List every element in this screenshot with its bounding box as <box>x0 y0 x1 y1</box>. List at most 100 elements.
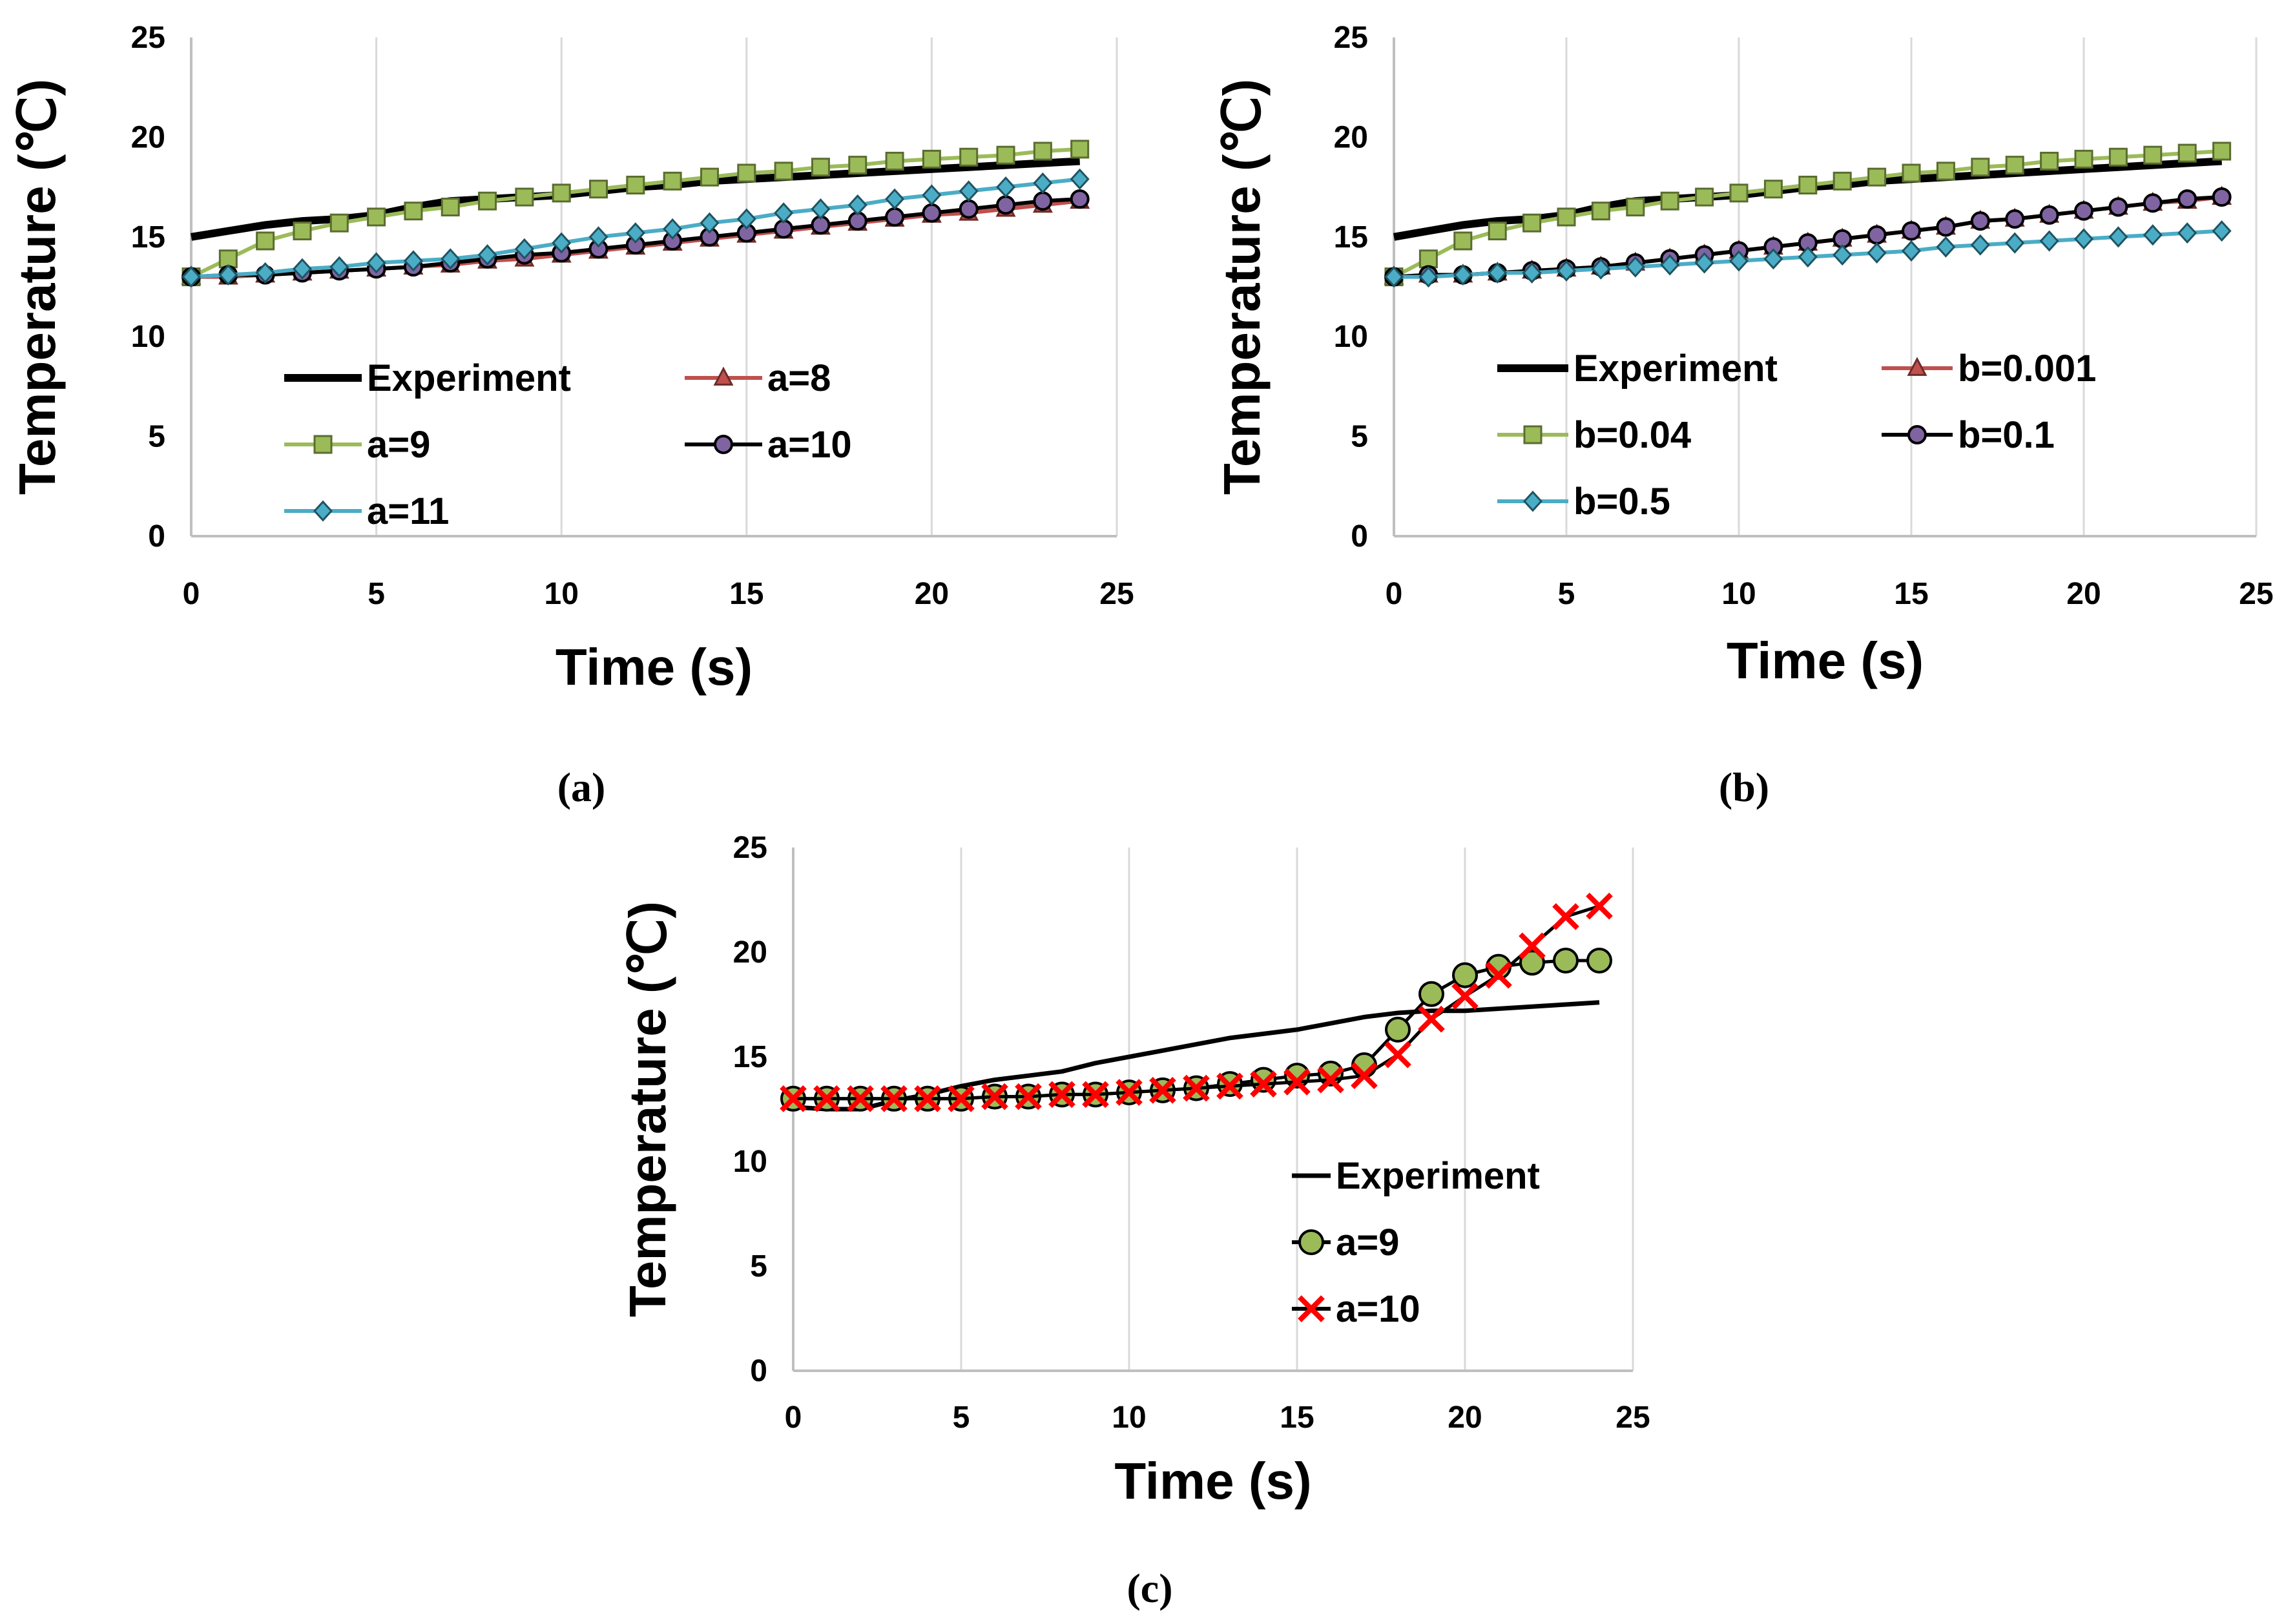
data-point <box>1384 266 1404 288</box>
data-point <box>2074 149 2093 169</box>
data-point <box>441 197 460 216</box>
data-point <box>625 222 645 244</box>
data-point <box>1519 950 1545 976</box>
data-point <box>813 1085 840 1112</box>
data-point <box>1798 246 1818 268</box>
data-point <box>2143 193 2163 213</box>
data-point <box>2212 187 2232 207</box>
y-tick-label: 15 <box>131 220 165 255</box>
legend-entry: b=0.5 <box>1497 481 1670 523</box>
data-point <box>2040 151 2059 171</box>
data-point <box>880 1085 908 1112</box>
x-axis-title: Time (s) <box>556 638 753 696</box>
panel-label: (c) <box>1127 1565 1172 1611</box>
legend-marker <box>1298 1229 1324 1255</box>
data-point <box>2177 222 2197 244</box>
data-point <box>589 180 608 199</box>
data-point <box>774 161 793 181</box>
data-point <box>1970 211 1990 231</box>
data-point <box>514 238 534 260</box>
data-point <box>1183 1074 1210 1102</box>
data-point <box>1451 983 1479 1010</box>
data-point <box>1149 1077 1176 1104</box>
legend-entry: Experiment <box>1497 348 1778 390</box>
data-point <box>1553 947 1579 973</box>
data-point <box>1488 262 1508 284</box>
legend-entry: a=10 <box>685 424 852 466</box>
y-tick-label: 10 <box>1334 320 1368 354</box>
legend-label: b=0.5 <box>1573 481 1670 523</box>
data-point <box>1798 176 1818 195</box>
data-point <box>218 264 238 286</box>
legend-marker <box>1907 425 1927 444</box>
data-point <box>588 226 608 248</box>
legend-marker <box>1522 490 1543 512</box>
data-point <box>1626 197 1645 216</box>
data-point <box>1833 244 1853 266</box>
legend-marker <box>313 435 333 454</box>
data-point <box>1015 1083 1042 1110</box>
legend-label: Experiment <box>1336 1155 1540 1197</box>
y-axis-title: Temperature (℃) <box>8 79 66 495</box>
data-point <box>1556 260 1577 282</box>
legend-entry: b=0.04 <box>1497 414 1691 456</box>
data-point <box>700 167 719 187</box>
y-tick-label: 20 <box>131 120 165 154</box>
legend-marker <box>1298 1295 1325 1322</box>
legend-entry: a=11 <box>284 490 449 532</box>
legend-label: a=10 <box>767 424 852 466</box>
data-point <box>1384 1041 1411 1068</box>
data-point <box>1251 1067 1276 1093</box>
series-b=0.04 <box>1384 141 2232 287</box>
data-point <box>1522 262 1542 284</box>
data-point <box>552 232 572 254</box>
series-a=11 <box>181 168 1090 288</box>
data-point <box>1116 1079 1143 1106</box>
y-axis-title: Temperature (℃) <box>1213 79 1271 495</box>
legend-label: a=10 <box>1336 1288 1420 1330</box>
y-tick-label: 0 <box>1351 519 1368 554</box>
data-point <box>774 202 794 224</box>
legend-label: a=9 <box>367 424 430 466</box>
data-point <box>2143 145 2163 165</box>
x-tick-label: 0 <box>183 577 200 611</box>
data-point <box>2108 226 2128 248</box>
y-tick-label: 5 <box>148 420 165 454</box>
y-tick-label: 15 <box>1334 220 1368 255</box>
data-point <box>1694 252 1714 274</box>
data-point <box>959 147 979 167</box>
data-point <box>1418 266 1438 288</box>
data-point <box>996 195 1016 215</box>
data-point <box>1351 1062 1378 1089</box>
panel-label: (a) <box>557 764 606 810</box>
x-axis-title: Time (s) <box>1114 1452 1311 1510</box>
data-point <box>329 256 349 278</box>
data-point <box>1453 231 1473 251</box>
legend-marker <box>1907 357 1927 376</box>
data-point <box>1936 161 1955 181</box>
data-point <box>1763 180 1783 199</box>
data-point <box>1418 981 1444 1007</box>
data-point <box>914 1085 941 1112</box>
data-point <box>922 203 942 223</box>
data-point <box>847 1085 874 1112</box>
data-point <box>1591 258 1611 280</box>
legend-label: Experiment <box>367 357 571 399</box>
x-tick-label: 10 <box>1112 1400 1146 1435</box>
data-point <box>1082 1081 1109 1109</box>
data-point <box>403 250 423 272</box>
x-tick-label: 15 <box>1280 1400 1314 1435</box>
data-point <box>1833 171 1852 191</box>
legend-entry: a=8 <box>685 357 831 399</box>
chart-2: 0 5 10 15 20 25 0 5 10 15 20 25 Experiment b=0.001 b=0… <box>1213 21 2274 810</box>
data-point <box>1902 163 1921 183</box>
data-point <box>663 218 683 240</box>
data-point <box>1625 256 1645 278</box>
data-point <box>552 183 571 203</box>
data-point <box>1867 167 1887 187</box>
y-tick-label: 25 <box>1334 21 1368 55</box>
y-tick-label: 15 <box>733 1040 767 1074</box>
data-point <box>736 208 756 230</box>
chart-1: 0 5 10 15 20 25 0 5 10 15 20 25 Experiment a=8 a=9 a=10… <box>8 21 1134 810</box>
data-point <box>996 176 1016 198</box>
